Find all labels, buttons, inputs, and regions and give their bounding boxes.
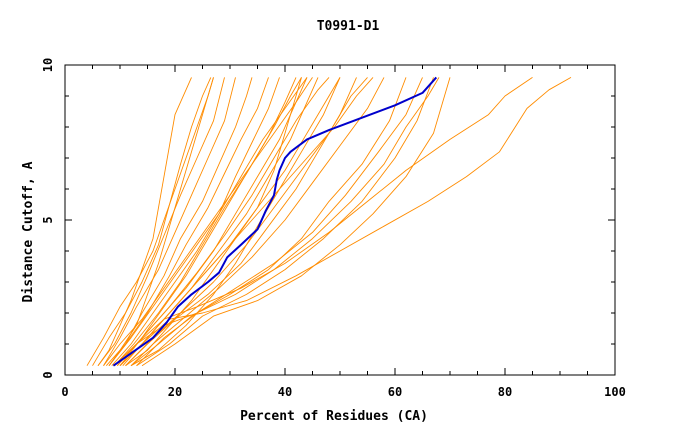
series-line-20 (114, 77, 533, 367)
series-line-17 (136, 77, 423, 367)
y-tick-labels: 0 5 10 (41, 58, 55, 379)
x-tick-label: 0 (61, 385, 68, 399)
x-tick-label: 80 (498, 385, 512, 399)
series-line-27 (103, 77, 313, 366)
series-line-14 (125, 77, 368, 367)
series-line-7 (111, 77, 280, 366)
x-tick-label: 40 (278, 385, 292, 399)
series-line-29 (116, 77, 302, 366)
series-line-23 (108, 77, 214, 366)
series-line-3 (97, 77, 225, 366)
plot-frame (64, 64, 616, 376)
series-line-11 (119, 77, 330, 366)
series-line-6 (108, 77, 269, 366)
series-line-25 (130, 77, 341, 367)
x-tick-label: 100 (604, 385, 626, 399)
series-line-1 (86, 77, 214, 366)
series-line-2 (92, 77, 212, 366)
highlight-series-line (112, 76, 438, 367)
series-line-26 (114, 77, 440, 367)
series-line-15 (130, 77, 385, 367)
y-tick-label: 5 (41, 216, 55, 223)
x-tick-label: 60 (388, 385, 402, 399)
plot-area (64, 64, 616, 376)
y-tick-label: 10 (41, 58, 55, 72)
series-line-19 (141, 77, 451, 367)
y-axis-label: Distance Cutoff, A (21, 161, 36, 302)
series-line-30 (119, 77, 374, 367)
x-axis-label: Percent of Residues (CA) (240, 409, 428, 424)
y-tick-label: 0 (41, 371, 55, 378)
x-tick-labels: 0 20 40 60 80 100 (61, 385, 625, 399)
series-layer (86, 77, 572, 367)
series-line-4 (103, 77, 236, 366)
highlight-layer (112, 76, 438, 367)
chart-title: T0991-D1 (317, 19, 380, 34)
series-line-28 (108, 77, 308, 366)
series-line-18 (136, 77, 434, 367)
x-tick-label: 20 (168, 385, 182, 399)
series-line-22 (97, 77, 192, 366)
ticks-layer (64, 64, 616, 376)
series-line-21 (119, 77, 572, 367)
